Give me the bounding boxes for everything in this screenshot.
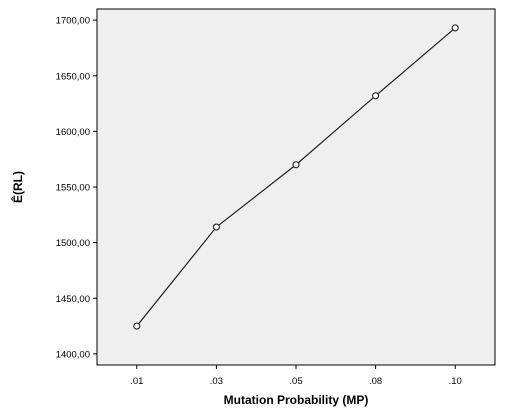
series-markers bbox=[133, 24, 459, 330]
y-tick-label: 1500,00 bbox=[56, 238, 90, 249]
x-tick-label: .01 bbox=[130, 376, 143, 387]
data-point-marker bbox=[212, 223, 220, 231]
y-tick-label: 1450,00 bbox=[56, 294, 90, 305]
x-tick-label: .05 bbox=[289, 376, 302, 387]
x-tick-label: .08 bbox=[369, 376, 382, 387]
y-tick-label: 1600,00 bbox=[56, 127, 90, 138]
x-axis-title: Mutation Probability (MP) bbox=[224, 393, 369, 407]
data-point-marker bbox=[292, 161, 300, 169]
x-tick-label: .10 bbox=[449, 376, 462, 387]
y-axis-title: Ê(RL) bbox=[10, 171, 25, 203]
data-point-marker bbox=[372, 92, 380, 100]
y-tick-label: 1550,00 bbox=[56, 183, 90, 194]
data-point-marker bbox=[451, 24, 459, 32]
data-point-marker bbox=[133, 322, 141, 330]
plot-area bbox=[96, 8, 496, 366]
x-tick-label: .03 bbox=[210, 376, 223, 387]
y-tick-label: 1400,00 bbox=[56, 349, 90, 360]
y-tick-label: 1650,00 bbox=[56, 71, 90, 82]
x-axis: .01 .03 .05 .08 .10 bbox=[130, 365, 462, 387]
y-tick-label: 1700,00 bbox=[56, 16, 90, 27]
y-axis: 1400,00 1450,00 1500,00 1550,00 1600,00 1650,… bbox=[56, 16, 97, 360]
